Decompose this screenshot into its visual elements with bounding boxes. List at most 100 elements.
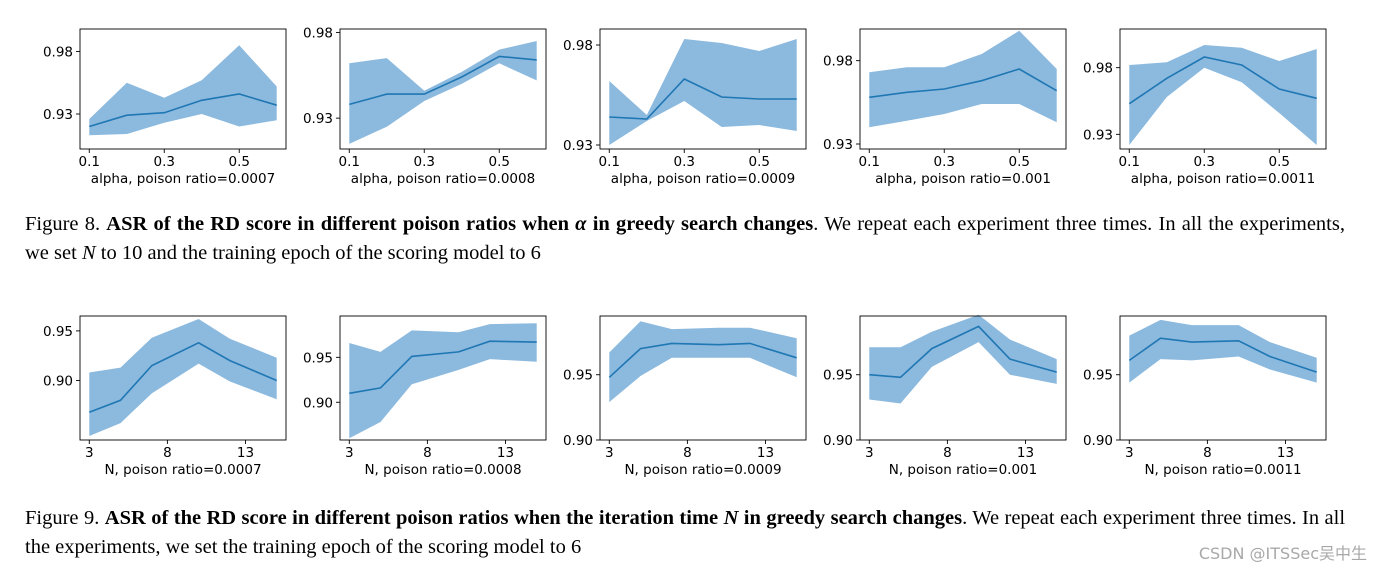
confidence-band: [1129, 45, 1317, 145]
subplot-7: 3 8 13 0.90 0.95 N, poison ratio=0.0008: [303, 315, 547, 478]
x-axis-label: alpha, poison ratio=0.0011: [1131, 171, 1315, 187]
subplot-2: 0.1 0.3 0.5 0.93 0.98 alpha, poison ratio=0.0…: [303, 25, 547, 187]
y-tick-label: 0.93: [823, 137, 853, 153]
x-tick-label: 13: [497, 445, 514, 461]
mean-line: [608, 342, 797, 378]
x-tick-label: 8: [423, 445, 432, 461]
mean-line: [349, 340, 537, 395]
x-tick-label: 0.1: [1119, 154, 1140, 170]
x-tick-label: 0.5: [1008, 154, 1029, 170]
subplot-4: 0.1 0.3 0.5 0.93 0.98 alpha, poison ratio=0.0…: [823, 28, 1067, 187]
x-tick-label: 8: [163, 445, 172, 461]
y-tick-label: 0.98: [43, 45, 73, 61]
x-axis-label: alpha, poison ratio=0.0009: [611, 171, 795, 187]
x-tick-label: 3: [865, 445, 874, 461]
axes-frame: [79, 28, 287, 150]
x-tick-label: 13: [757, 445, 774, 461]
x-tick-label: 0.5: [1268, 154, 1289, 170]
x-tick-label: 3: [605, 445, 614, 461]
x-axis-label: alpha, poison ratio=0.001: [875, 171, 1051, 187]
mean-line: [869, 68, 1058, 99]
subplot-1: 0.1 0.3 0.5 0.93 0.98 alpha, poison ratio=0.0…: [43, 28, 287, 187]
subplot-9: 3 8 13 0.90 0.95 N, poison ratio=0.001: [823, 314, 1067, 478]
x-tick-label: 3: [1125, 445, 1134, 461]
y-tick-label: 0.98: [303, 25, 333, 41]
x-axis-label: alpha, poison ratio=0.0007: [91, 171, 275, 187]
x-tick-label: 0.5: [748, 154, 769, 170]
x-tick-label: 8: [943, 445, 952, 461]
y-tick-label: 0.95: [563, 368, 593, 384]
figure-8-title: ASR of the RD score in different poison …: [106, 213, 814, 235]
subplot-10: 3 8 13 0.90 0.95 N, poison ratio=0.0011: [1083, 315, 1327, 478]
y-tick-label: 0.90: [43, 373, 73, 389]
x-tick-label: 8: [683, 445, 692, 461]
x-tick-label: 0.3: [934, 154, 955, 170]
x-tick-label: 8: [1203, 445, 1212, 461]
x-axis-label: N, poison ratio=0.001: [889, 462, 1038, 478]
y-tick-label: 0.95: [43, 324, 73, 340]
y-tick-label: 0.90: [823, 433, 853, 449]
figure-9-caption: Figure 9. ASR of the RD score in differe…: [25, 507, 1346, 558]
y-tick-label: 0.90: [1083, 433, 1113, 449]
axes-frame: [1119, 28, 1327, 150]
y-tick-label: 0.90: [303, 395, 333, 411]
y-tick-label: 0.93: [303, 111, 333, 127]
x-tick-label: 0.1: [339, 154, 360, 170]
x-tick-label: 13: [1017, 445, 1034, 461]
axes-frame: [599, 28, 807, 150]
axes-frame: [339, 28, 547, 150]
x-tick-label: 3: [85, 445, 94, 461]
figure-9-title: ASR of the RD score in different poison …: [104, 507, 963, 529]
mean-line: [869, 325, 1057, 379]
figure-9-label: Figure 9.: [25, 507, 100, 529]
confidence-band: [349, 323, 537, 439]
watermark: CSDN @ITSSec吴中生: [1198, 544, 1367, 563]
confidence-band: [89, 319, 277, 436]
y-tick-label: 0.90: [563, 433, 593, 449]
confidence-band: [869, 30, 1057, 128]
x-tick-label: 3: [345, 445, 354, 461]
subplot-3: 0.1 0.3 0.5 0.93 0.98 alpha, poison ratio=0.0…: [563, 28, 807, 187]
x-axis-label: N, poison ratio=0.0008: [364, 462, 521, 478]
x-tick-label: 0.1: [79, 154, 100, 170]
x-tick-label: 0.3: [414, 154, 435, 170]
x-axis-label: alpha, poison ratio=0.0008: [351, 171, 535, 187]
x-tick-label: 13: [1277, 445, 1294, 461]
x-tick-label: 0.1: [599, 154, 620, 170]
x-tick-label: 0.1: [859, 154, 880, 170]
x-tick-label: 0.3: [674, 154, 695, 170]
subplot-5: 0.1 0.3 0.5 0.93 0.98 alpha, poison ratio=0.0…: [1083, 28, 1327, 187]
x-tick-label: 0.5: [228, 154, 249, 170]
axes-frame: [1119, 315, 1327, 441]
x-tick-label: 13: [237, 445, 254, 461]
mean-line: [609, 78, 797, 120]
y-tick-label: 0.95: [1083, 368, 1113, 384]
confidence-band: [89, 45, 277, 136]
axes-frame: [599, 315, 807, 441]
y-tick-label: 0.98: [563, 38, 593, 54]
axes-frame: [339, 315, 547, 441]
mean-line: [89, 341, 278, 413]
mean-line: [349, 55, 537, 106]
y-tick-label: 0.93: [43, 107, 73, 123]
figure-8-label: Figure 8.: [25, 213, 101, 235]
axes-frame: [859, 315, 1067, 441]
x-tick-label: 0.3: [154, 154, 175, 170]
confidence-band: [609, 39, 797, 145]
axes-frame: [79, 315, 287, 441]
x-axis-label: N, poison ratio=0.0007: [104, 462, 261, 478]
y-tick-label: 0.93: [1083, 127, 1113, 143]
figure-8-caption: Figure 8. ASR of the RD score in differe…: [25, 213, 1345, 264]
confidence-band: [349, 41, 537, 144]
axes-frame: [859, 28, 1067, 150]
x-axis-label: N, poison ratio=0.0011: [1144, 462, 1301, 478]
y-tick-label: 0.95: [303, 350, 333, 366]
y-tick-label: 0.93: [563, 138, 593, 154]
confidence-band: [609, 321, 797, 403]
confidence-band: [869, 314, 1057, 404]
mean-line: [1128, 337, 1317, 373]
mean-line: [1128, 56, 1317, 105]
y-tick-label: 0.98: [823, 54, 853, 70]
x-axis-label: N, poison ratio=0.0009: [624, 462, 781, 478]
